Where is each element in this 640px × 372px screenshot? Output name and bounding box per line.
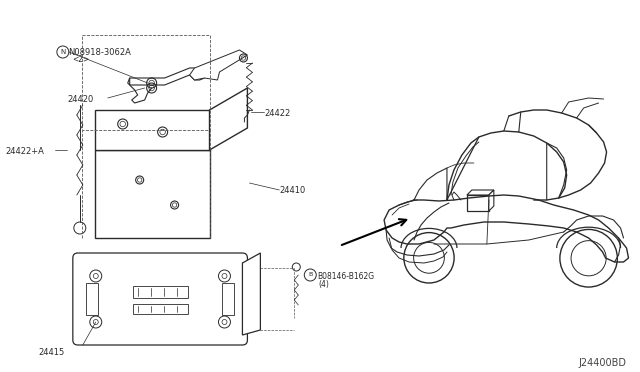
- Polygon shape: [189, 50, 248, 80]
- Polygon shape: [95, 110, 209, 150]
- Polygon shape: [467, 190, 494, 195]
- Polygon shape: [130, 68, 205, 85]
- Bar: [132, 304, 188, 314]
- Text: 24422: 24422: [264, 109, 291, 118]
- Text: N: N: [60, 49, 65, 55]
- Text: N08918-3062A: N08918-3062A: [68, 48, 131, 57]
- Polygon shape: [243, 253, 260, 335]
- FancyBboxPatch shape: [73, 253, 248, 345]
- Polygon shape: [209, 88, 248, 150]
- Text: J24400BD: J24400BD: [579, 358, 627, 368]
- Polygon shape: [95, 150, 209, 238]
- Bar: [132, 286, 188, 298]
- Text: B08146-B162G: B08146-B162G: [317, 272, 374, 281]
- Text: 24410: 24410: [279, 186, 305, 195]
- Text: B: B: [308, 273, 312, 278]
- Text: 24415: 24415: [38, 348, 64, 357]
- Text: <2>: <2>: [72, 55, 89, 64]
- Bar: [467, 195, 489, 211]
- Text: 24420: 24420: [68, 95, 94, 104]
- Text: 24422+A: 24422+A: [5, 147, 44, 156]
- Text: (4): (4): [318, 280, 329, 289]
- Polygon shape: [489, 190, 494, 211]
